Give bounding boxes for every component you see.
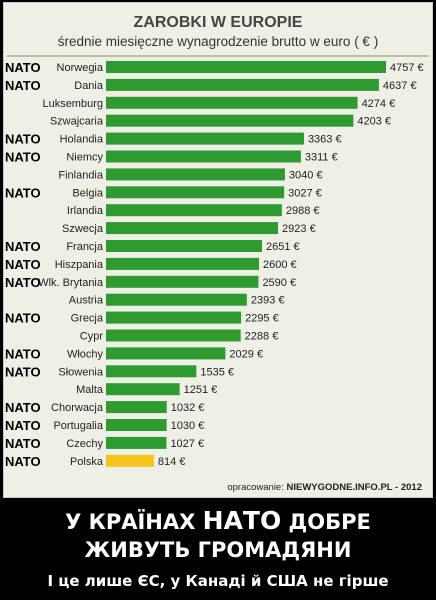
nato-tag: NATO — [5, 400, 41, 415]
category-label: Malta — [76, 384, 104, 396]
category-label: Belgia — [72, 187, 103, 199]
value-label: 2988 € — [286, 205, 320, 217]
nato-tag: NATO — [5, 275, 41, 290]
bar — [106, 401, 167, 414]
category-label: Francja — [66, 241, 104, 253]
bar — [106, 114, 354, 127]
bar — [106, 168, 285, 181]
bar — [106, 257, 260, 270]
nato-tag: NATO — [5, 454, 41, 469]
caption-nato-word: НАТО — [202, 506, 282, 535]
value-label: 1032 € — [171, 402, 205, 414]
bar — [106, 204, 282, 217]
bar — [106, 293, 247, 306]
value-label: 4203 € — [357, 116, 391, 128]
bar — [106, 61, 386, 73]
nato-tag: NATO — [5, 311, 41, 326]
category-label: Dania — [74, 80, 104, 92]
bar — [106, 240, 263, 252]
value-label: 4757 € — [390, 62, 424, 74]
value-label: 2590 € — [262, 277, 296, 289]
nato-tag: NATO — [5, 60, 41, 75]
bar — [106, 275, 259, 288]
category-label: Niemcy — [66, 152, 103, 164]
value-label: 2288 € — [245, 331, 279, 343]
nato-tag: NATO — [5, 150, 41, 165]
value-label: 3027 € — [288, 187, 322, 199]
bar — [106, 454, 154, 467]
bar — [106, 186, 285, 199]
value-label: 3040 € — [289, 169, 323, 181]
nato-tag: NATO — [5, 436, 41, 451]
category-label: Grecja — [71, 313, 104, 325]
credit-line: opracowanie: NIEWYGODNE.INFO.PL - 2012 — [227, 482, 422, 493]
value-label: 1027 € — [170, 438, 204, 450]
value-label: 4637 € — [383, 80, 417, 92]
value-label: 4274 € — [362, 98, 396, 110]
category-label: Holandia — [60, 134, 104, 146]
category-label: Finlandia — [58, 169, 104, 181]
bar — [106, 419, 167, 431]
category-label: Wlk. Brytania — [38, 277, 104, 289]
category-label: Polska — [70, 456, 104, 468]
nato-tag: NATO — [5, 239, 41, 254]
nato-tag: NATO — [5, 78, 41, 93]
bar — [106, 78, 379, 91]
bar — [106, 222, 279, 235]
value-label: 3311 € — [305, 152, 338, 164]
value-label: 2923 € — [282, 223, 316, 235]
caption-line-2: ЖИВУТЬ ГРОМАДЯНИ — [84, 538, 352, 562]
category-label: Irlandia — [67, 205, 104, 217]
value-label: 3363 € — [308, 134, 342, 146]
category-label: Szwecja — [62, 223, 104, 235]
value-label: 2393 € — [251, 295, 285, 307]
category-label: Hiszpania — [55, 259, 104, 271]
value-label: 2651 € — [266, 241, 300, 253]
caption-line-1: У КРАЇНАХ НАТО ДОБРЕ — [0, 506, 436, 535]
nato-tag: NATO — [5, 364, 41, 379]
bar — [106, 311, 242, 324]
nato-tag: NATO — [5, 257, 41, 272]
category-label: Szwajcaria — [50, 116, 104, 128]
nato-tag: NATO — [5, 185, 41, 200]
value-label: 1251 € — [184, 384, 218, 396]
value-label: 1030 € — [171, 420, 205, 432]
value-label: 2600 € — [263, 259, 297, 271]
category-label: Luksemburg — [42, 98, 103, 110]
nato-tag: NATO — [5, 132, 41, 147]
category-label: Portugalia — [53, 420, 103, 432]
chart-title: ZAROBKI W EUROPIE — [133, 14, 303, 31]
category-label: Włochy — [67, 348, 104, 360]
category-label: Czechy — [66, 438, 103, 450]
category-label: Cypr — [80, 331, 104, 343]
caption-line-1-post: ДОБРЕ — [281, 510, 371, 534]
category-label: Chorwacja — [51, 402, 104, 414]
category-label: Norwegia — [57, 62, 104, 74]
credit-source: NIEWYGODNE.INFO.PL - 2012 — [286, 482, 423, 493]
caption-line-3: І це лише ЄС, у Канаді й США не гірше — [47, 572, 389, 590]
chart-subtitle: średnie miesięczne wynagrodzenie brutto … — [57, 34, 379, 49]
category-label: Słowenia — [58, 366, 104, 378]
caption-line-1-pre: У КРАЇНАХ — [65, 510, 203, 534]
bar — [106, 96, 358, 109]
nato-tag: NATO — [5, 346, 41, 361]
value-label: 1535 € — [200, 366, 234, 378]
bar — [106, 436, 167, 449]
title-divider — [7, 55, 429, 57]
bar — [106, 329, 241, 342]
value-label: 2295 € — [245, 313, 279, 325]
nato-tag: NATO — [5, 418, 41, 433]
credit-prefix: opracowanie: — [227, 482, 284, 493]
bar — [106, 132, 304, 145]
category-label: Austria — [69, 295, 104, 307]
bar — [106, 365, 197, 378]
value-label: 2029 € — [229, 348, 263, 360]
value-label: 814 € — [158, 456, 186, 468]
bar — [106, 383, 180, 396]
bar — [106, 347, 226, 360]
bar — [106, 150, 301, 163]
